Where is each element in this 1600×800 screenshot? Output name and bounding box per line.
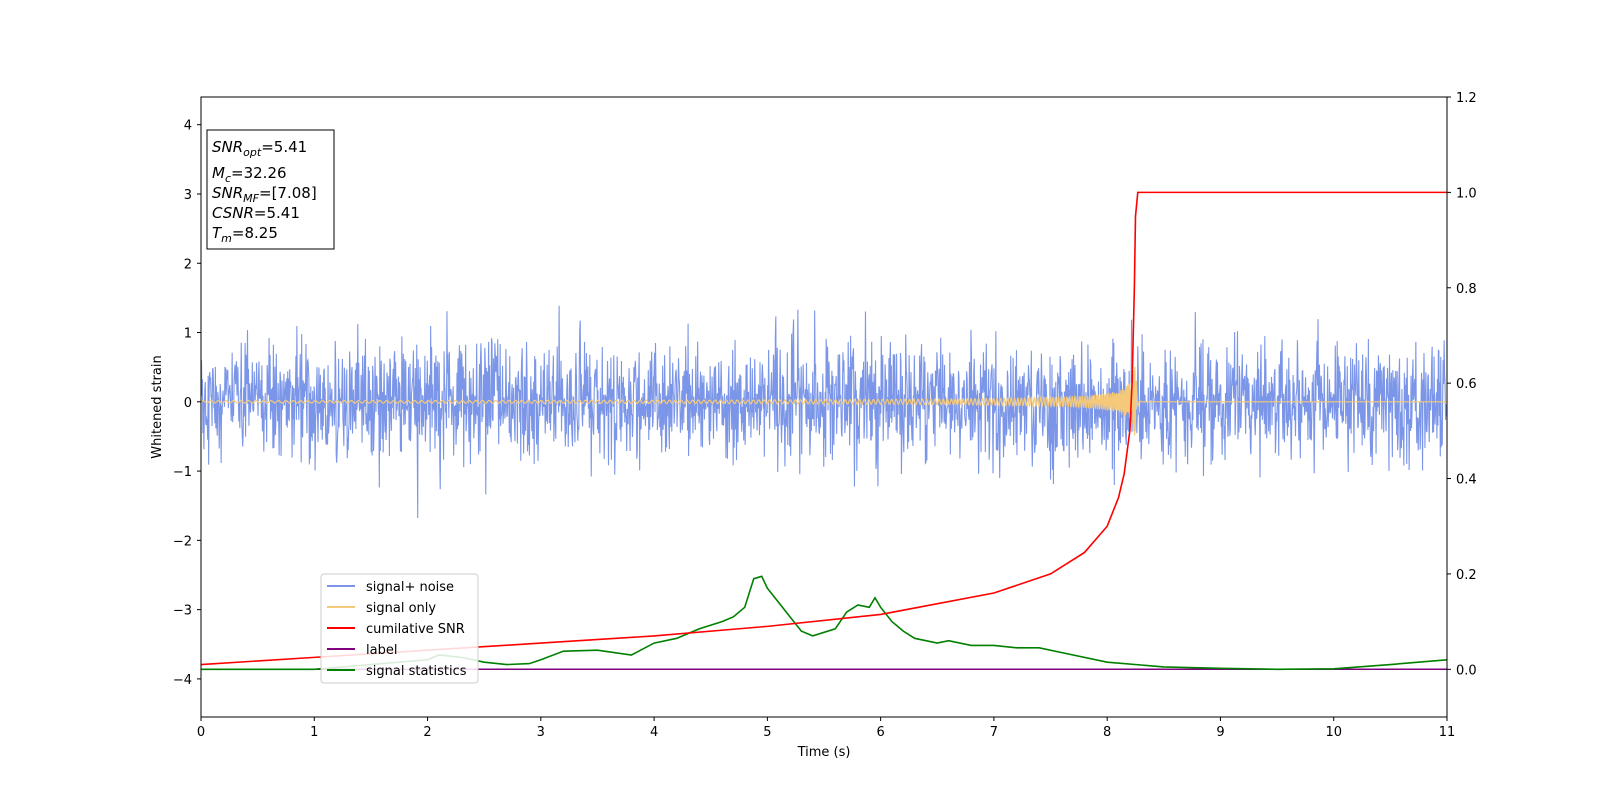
y-right-tick-label: 1.0	[1456, 186, 1477, 201]
info-snr-mf: SNRMF=[7.08]	[212, 184, 317, 205]
y-left-tick-label: −1	[173, 465, 192, 480]
info-box-frame	[206, 129, 335, 250]
x-tick-label: 2	[423, 725, 431, 740]
y-left-tick-label: 4	[184, 119, 192, 134]
series-signal-only-line	[200, 366, 1447, 436]
y-right-tick-label: 0.4	[1456, 473, 1477, 488]
series-cumulative-snr-line	[200, 191, 1447, 666]
info-csnr: CSNR=5.41	[212, 204, 300, 222]
x-tick-label: 9	[1216, 725, 1224, 740]
x-tick-label: 5	[763, 725, 771, 740]
y-left-tick-label: 0	[184, 396, 192, 411]
y-right-tick-label: 0.8	[1456, 282, 1477, 297]
legend-label: signal only	[366, 601, 436, 616]
legend: signal+ noise signal only cumilative SNR la…	[320, 573, 479, 684]
x-tick-label: 10	[1325, 725, 1342, 740]
y-right-tick-label: 0.6	[1456, 377, 1477, 392]
y-right-tick-label: 0.0	[1456, 663, 1477, 678]
legend-label: signal statistics	[366, 664, 467, 679]
x-tick-label: 7	[990, 725, 998, 740]
y-left-tick-label: −2	[173, 534, 192, 549]
x-axis-label: Time (s)	[797, 745, 851, 760]
x-tick-label: 3	[537, 725, 545, 740]
y-left-tick-label: 3	[184, 188, 192, 203]
axes-frame	[200, 96, 1448, 718]
x-tick-label: 1	[310, 725, 318, 740]
info-tm: Tm=8.25	[212, 224, 278, 245]
y-right-tick-label: 1.2	[1456, 91, 1477, 106]
y-axis-label: Whitened strain	[150, 355, 165, 458]
series-signal-noise-line	[200, 305, 1448, 518]
y-left-tick-label: −4	[173, 673, 192, 688]
legend-label: signal+ noise	[366, 580, 454, 595]
legend-label: cumilative SNR	[366, 622, 465, 637]
x-tick-label: 6	[876, 725, 884, 740]
y-left-tick-label: 2	[184, 257, 192, 272]
info-box: SNRopt=5.41 Mc=32.26 SNRMF=[7.08] CSNR=5…	[206, 129, 335, 250]
y-left-tick-label: −3	[173, 604, 192, 619]
legend-items: signal+ noise signal only cumilative SNR la…	[327, 580, 467, 679]
legend-frame	[320, 573, 479, 684]
info-mc: Mc=32.26	[212, 164, 287, 185]
info-snr-opt: SNRopt=5.41	[212, 138, 307, 159]
x-tick-label: 11	[1439, 725, 1456, 740]
legend-label: label	[366, 643, 397, 658]
x-tick-label: 8	[1103, 725, 1111, 740]
x-tick-label: 4	[650, 725, 658, 740]
x-tick-label: 0	[197, 725, 205, 740]
y-left-tick-label: 1	[184, 327, 192, 342]
y-right-tick-label: 0.2	[1456, 568, 1477, 583]
ticks-layer: 0 1 2 3 4 5 6 7 8 9 10 11 −4 −3 −2 −1 0 1 2 3 4 0.0 0.2 0.4 0.6 0…	[173, 91, 1477, 740]
